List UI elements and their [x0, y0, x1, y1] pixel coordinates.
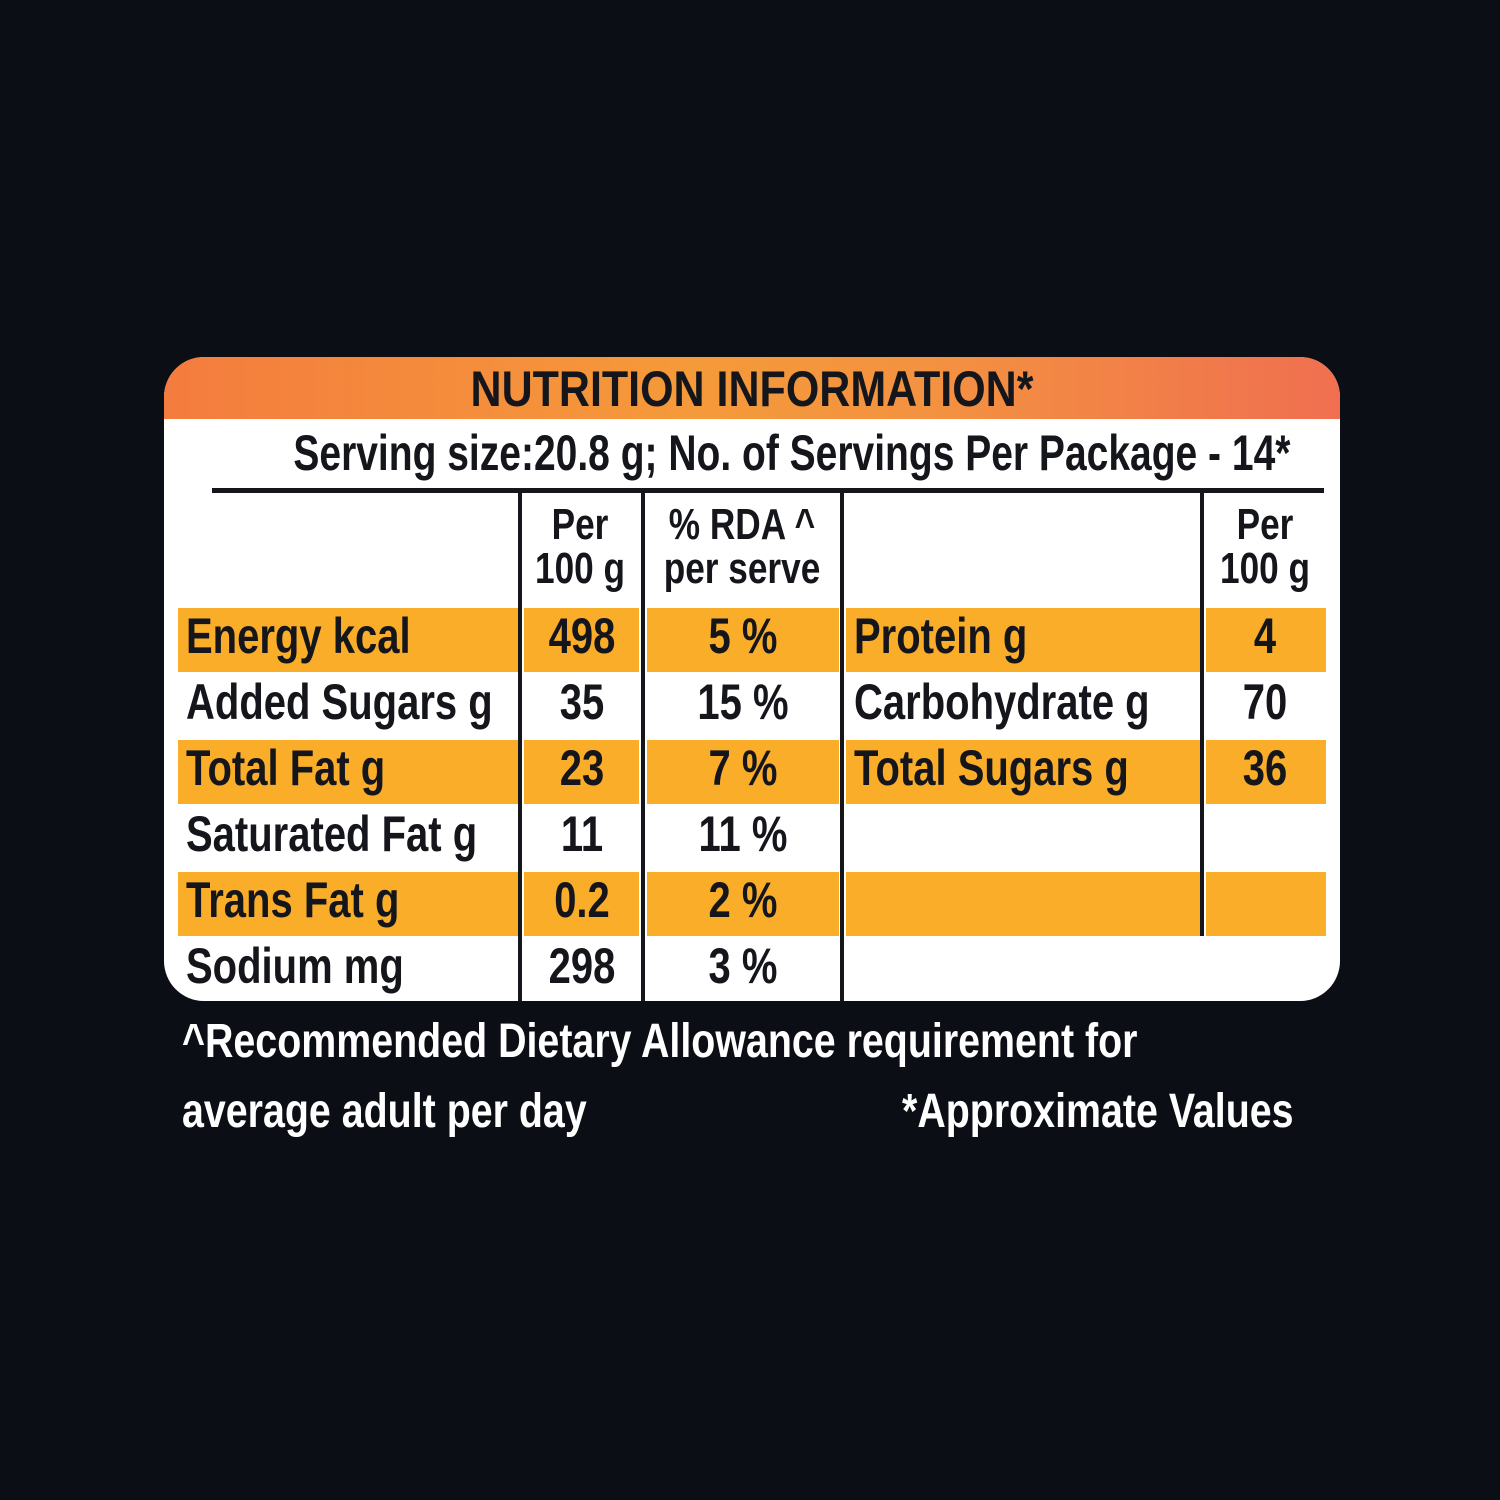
nutrient-label: Total Sugars g [854, 740, 1129, 796]
rda-footnote-line2: average adult per day [182, 1085, 587, 1138]
nutrient-label: Carbohydrate g [854, 674, 1150, 730]
header-rule [212, 488, 1324, 493]
nutrient-value: 11 [560, 806, 604, 862]
row-band [846, 608, 1200, 672]
panel-title: NUTRITION INFORMATION* [470, 361, 1034, 417]
nutrient-rda: 7 % [708, 740, 778, 796]
header-rda: % RDA ^ per serve [663, 500, 821, 593]
row-band [178, 740, 518, 804]
column-divider [518, 493, 522, 1001]
row-band [178, 608, 518, 672]
nutrient-value: 298 [548, 938, 616, 994]
nutrient-rda: 15 % [697, 674, 789, 730]
nutrient-value: 35 [559, 674, 605, 730]
nutrient-label: Total Fat g [186, 740, 386, 796]
row-band [524, 608, 639, 672]
nutrient-label: Trans Fat g [186, 872, 400, 928]
nutrient-value: 23 [559, 740, 605, 796]
nutrient-value: 4 [1253, 608, 1277, 664]
nutrient-label: Added Sugars g [186, 674, 493, 730]
row-band [524, 872, 639, 936]
title-band [164, 357, 1340, 419]
row-band [1206, 740, 1326, 804]
column-divider [1200, 493, 1204, 936]
header-per-100g-right: Per 100 g [1219, 500, 1310, 593]
row-band [1206, 872, 1326, 936]
row-band [846, 872, 1200, 936]
nutrient-value: 36 [1242, 740, 1288, 796]
row-band [178, 872, 518, 936]
serving-info: Serving size:20.8 g; No. of Servings Per… [293, 425, 1291, 481]
nutrient-label: Saturated Fat g [186, 806, 478, 862]
row-band [647, 608, 839, 672]
row-band [846, 740, 1200, 804]
nutrient-value: 0.2 [554, 872, 610, 928]
nutrition-panel: NUTRITION INFORMATION* Serving size:20.8… [164, 357, 1340, 1001]
rda-footnote-line1: ^Recommended Dietary Allowance requireme… [182, 1015, 1138, 1068]
row-band [647, 740, 839, 804]
nutrient-value: 70 [1242, 674, 1288, 730]
approx-footnote: *Approximate Values [902, 1085, 1294, 1138]
row-band [1206, 608, 1326, 672]
nutrient-label: Sodium mg [186, 938, 404, 994]
header-per-100g: Per 100 g [534, 500, 625, 593]
nutrient-rda: 2 % [708, 872, 778, 928]
row-band [647, 872, 839, 936]
nutrient-rda: 11 % [698, 806, 788, 862]
row-band [524, 740, 639, 804]
nutrient-rda: 5 % [708, 608, 778, 664]
nutrient-label: Protein g [854, 608, 1028, 664]
nutrient-label: Energy kcal [186, 608, 411, 664]
column-divider [840, 493, 844, 1001]
nutrient-value: 498 [548, 608, 616, 664]
column-divider [641, 493, 645, 1001]
nutrient-rda: 3 % [708, 938, 778, 994]
